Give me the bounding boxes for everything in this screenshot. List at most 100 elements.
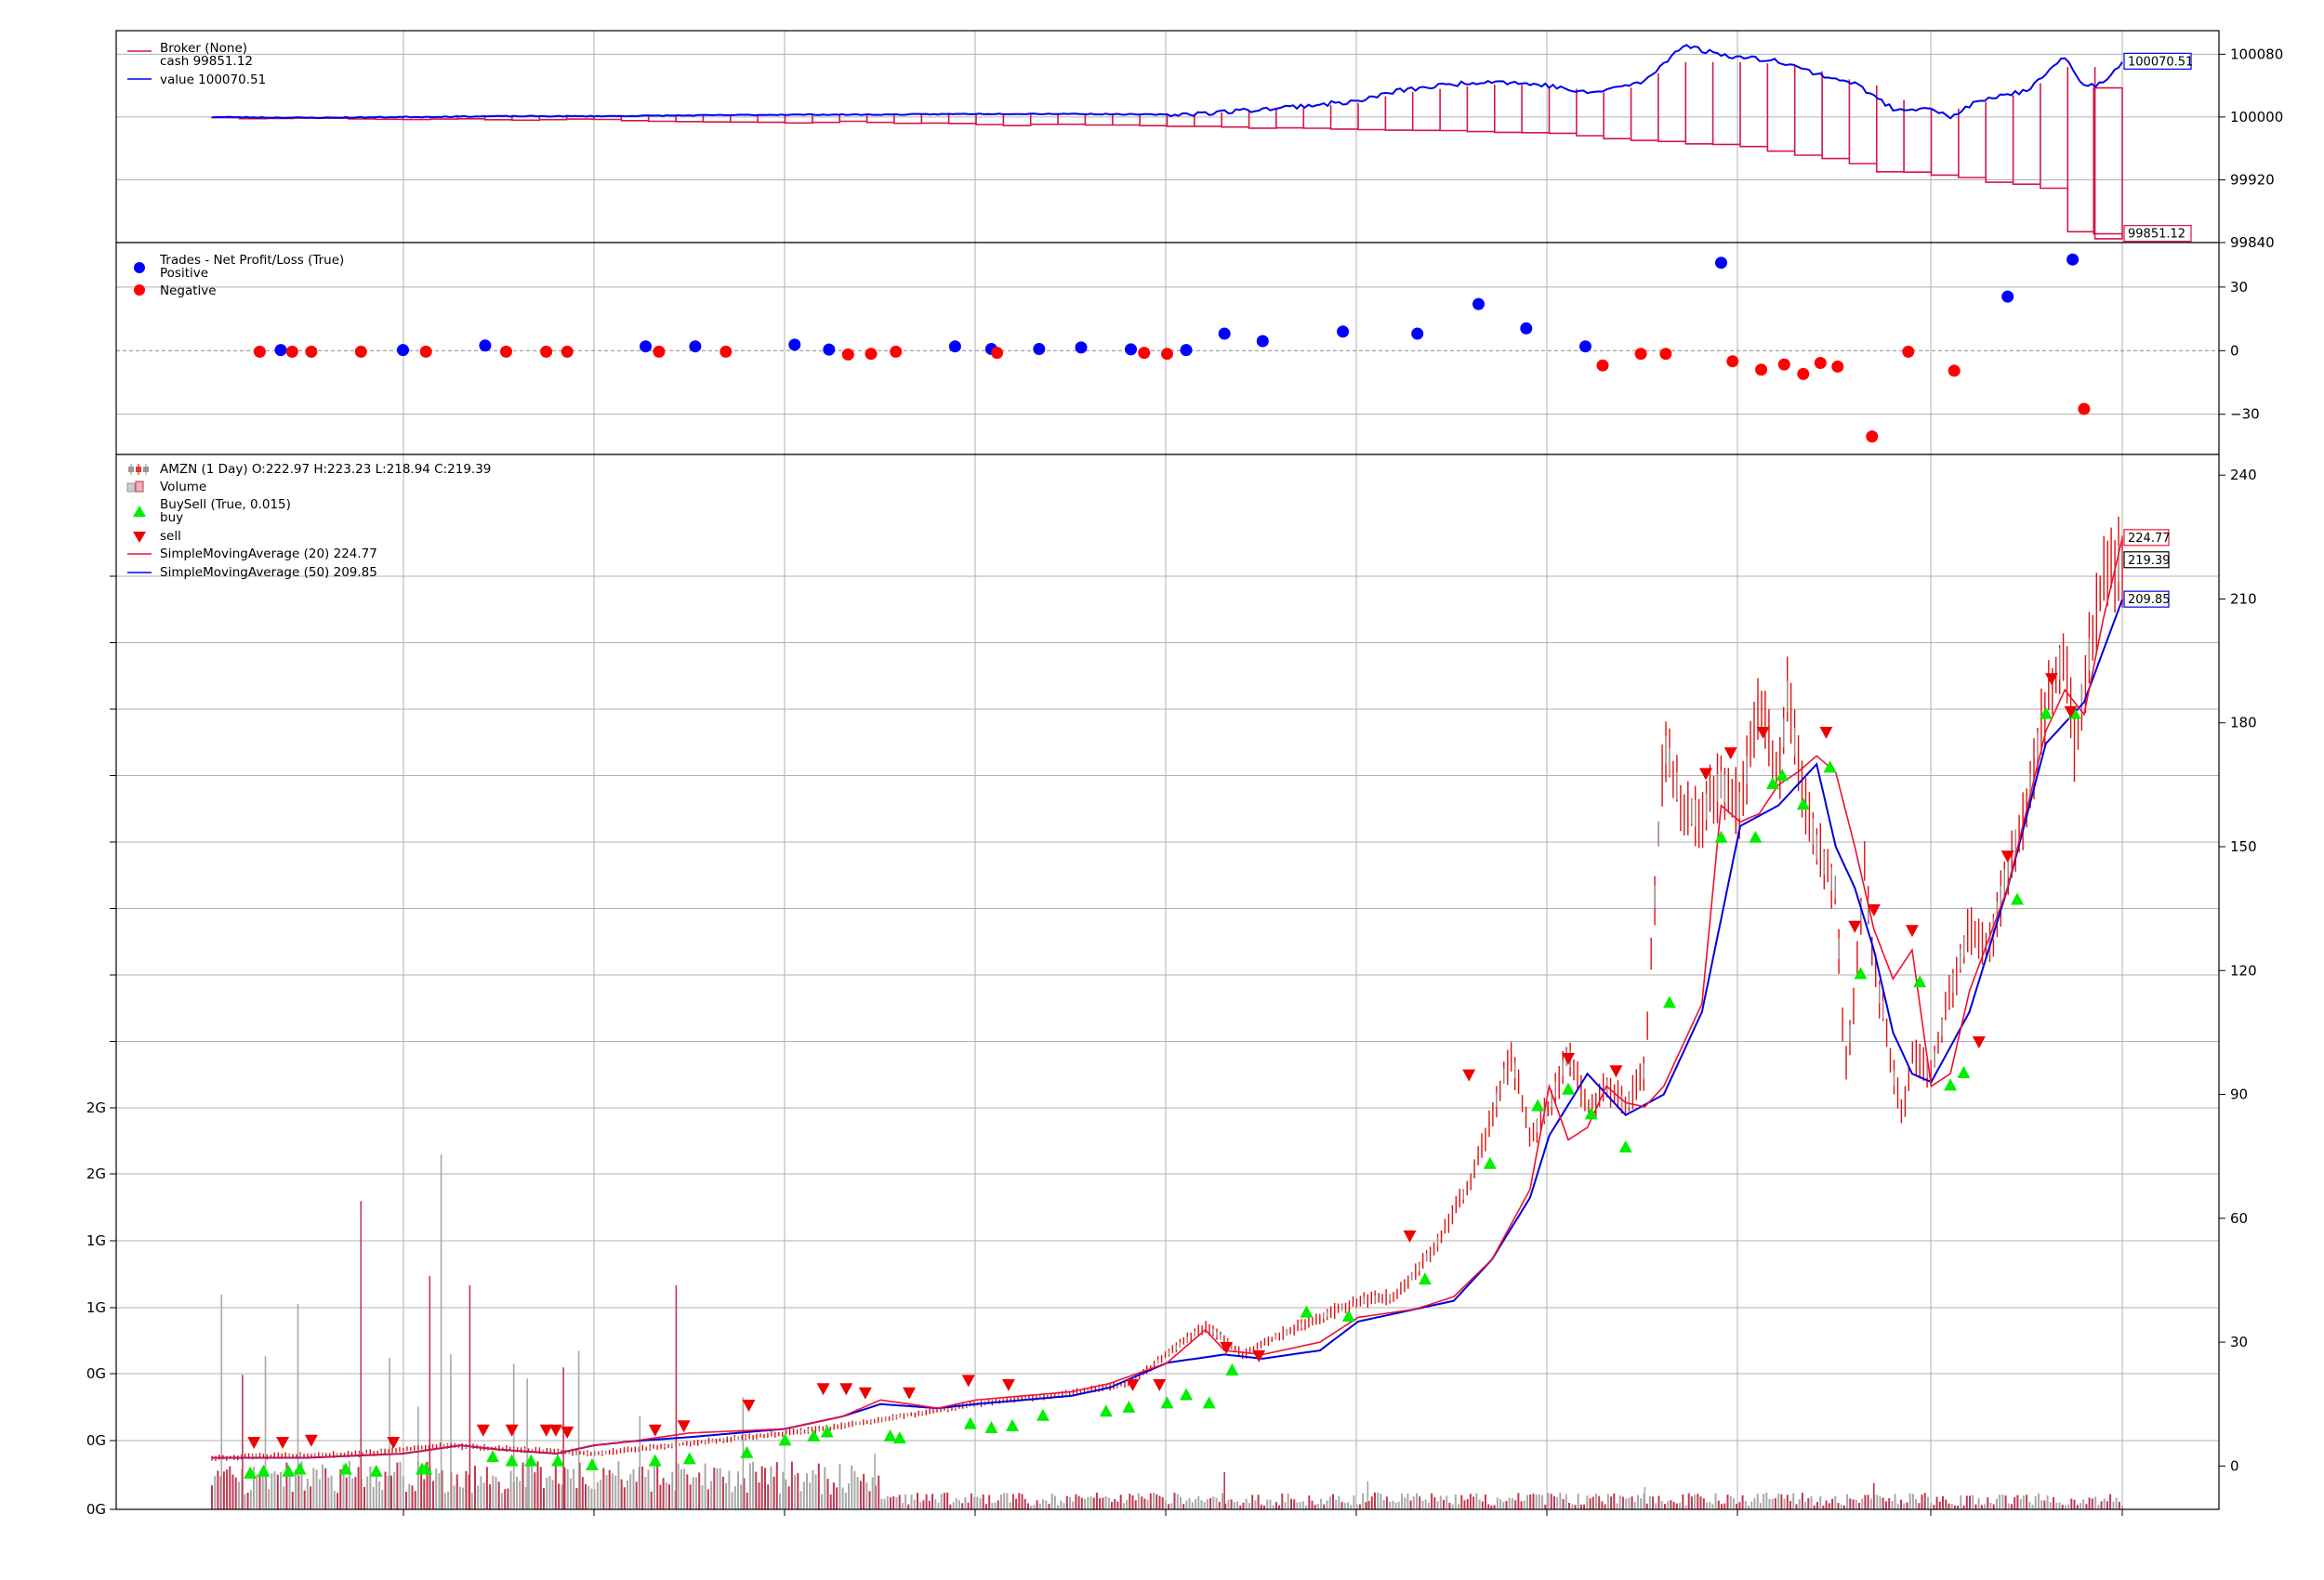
buy-marker xyxy=(1662,995,1676,1008)
trade-negative-dot xyxy=(1596,359,1609,372)
trades-y-tick-label: −30 xyxy=(2230,406,2260,423)
sell-marker xyxy=(903,1387,917,1400)
trade-negative-dot xyxy=(653,345,666,358)
sell-marker xyxy=(1562,1052,1576,1065)
buy-marker xyxy=(1944,1078,1958,1091)
buy-marker xyxy=(293,1462,307,1475)
trade-positive-dot xyxy=(1075,341,1088,354)
volume-y-tick-label: 0G xyxy=(86,1432,106,1449)
buy-marker xyxy=(2039,706,2053,719)
sell-marker xyxy=(276,1437,290,1450)
sell-marker xyxy=(1001,1378,1015,1391)
trade-positive-dot xyxy=(1337,325,1350,338)
price-last-label-box xyxy=(2123,529,2170,546)
price-legend-sma50: SimpleMovingAverage (50) 209.85 xyxy=(160,565,377,580)
trade-positive-dot xyxy=(1579,340,1591,353)
broker-value-line xyxy=(212,44,2123,120)
volume-y-tick-label: 1G xyxy=(86,1232,106,1249)
buy-marker xyxy=(524,1454,538,1467)
price-y-tick-label: 90 xyxy=(2230,1086,2248,1103)
trade-positive-dot xyxy=(1715,257,1727,270)
sell-marker xyxy=(839,1383,853,1396)
buy-marker xyxy=(984,1421,998,1434)
buy-marker xyxy=(1225,1363,1239,1376)
trade-positive-dot xyxy=(1520,322,1533,335)
trade-negative-dot xyxy=(540,345,553,358)
volume-y-tick-label: 1G xyxy=(86,1299,106,1316)
buy-marker xyxy=(1300,1305,1314,1318)
trades-legend-positive: Positive xyxy=(160,266,208,281)
broker-legend-value: value 100070.51 xyxy=(160,72,266,87)
buy-marker xyxy=(1913,975,1927,988)
sell-marker xyxy=(1220,1341,1234,1354)
buy-marker xyxy=(550,1454,564,1467)
price-grid xyxy=(110,454,2219,1510)
sell-marker xyxy=(505,1424,519,1437)
sell-marker xyxy=(648,1424,662,1437)
sell-marker xyxy=(677,1420,691,1433)
broker-y-tick-label: 99840 xyxy=(2230,234,2275,251)
trade-negative-dot xyxy=(1814,357,1827,369)
broker-y-tick-label: 100080 xyxy=(2230,46,2283,62)
broker-last-label-box xyxy=(2123,52,2192,70)
trades-y-tick-label: 0 xyxy=(2230,342,2239,359)
price-y-tick-label: 210 xyxy=(2230,590,2257,607)
trades-panel: 30 0 −30 Trades - Net Profit/Loss (True) P… xyxy=(115,242,2260,455)
price-legend-buysell: BuySell (True, 0.015) xyxy=(160,497,291,512)
buy-marker xyxy=(963,1416,977,1429)
broker-cash-line xyxy=(211,61,2123,240)
buy-marker xyxy=(338,1462,352,1475)
broker-last-label-box xyxy=(2123,225,2192,243)
buy-marker xyxy=(486,1450,500,1463)
buy-marker xyxy=(1714,830,1728,843)
sma20-line xyxy=(212,537,2123,1459)
trades-y-axis: 30 0 −30 xyxy=(2219,279,2260,423)
x-axis-ticks xyxy=(403,1509,2123,1516)
price-panel: 240 210 180 150 120 90 60 30 0 2G 2G 1G 1G 0G 0G 0G 22… xyxy=(86,454,2257,1518)
buy-marker xyxy=(1854,967,1868,980)
sell-marker xyxy=(2044,673,2058,686)
trade-negative-dot xyxy=(1634,348,1647,361)
buy-marker xyxy=(807,1429,821,1442)
trade-positive-dot xyxy=(1180,344,1193,357)
sell-marker xyxy=(476,1424,490,1437)
buy-marker xyxy=(1160,1396,1174,1409)
buy-marker xyxy=(778,1433,792,1446)
buy-marker xyxy=(1618,1139,1632,1152)
broker-last-label: 100070.51 xyxy=(2128,55,2193,69)
trade-negative-dot xyxy=(1866,430,1879,443)
buy-marker xyxy=(505,1454,519,1467)
trade-negative-dot xyxy=(419,345,432,358)
trade-negative-dot xyxy=(1659,348,1672,361)
trade-negative-dot xyxy=(1161,348,1173,361)
broker-legend: Broker (None) cash 99851.12 value 100070… xyxy=(127,41,266,87)
trade-negative-dot xyxy=(500,345,512,358)
sell-marker xyxy=(247,1437,261,1450)
broker-y-tick-label: 99920 xyxy=(2230,171,2275,188)
price-legend-sell: sell xyxy=(160,529,181,544)
buy-marker xyxy=(257,1464,271,1477)
buy-marker xyxy=(369,1464,383,1477)
trade-negative-dot xyxy=(865,348,878,361)
price-y-tick-label: 60 xyxy=(2230,1210,2248,1227)
price-legend-sell-swatch xyxy=(133,532,146,543)
buy-marker xyxy=(282,1464,296,1477)
buy-marker xyxy=(244,1466,257,1479)
broker-last-label: 99851.12 xyxy=(2128,228,2185,242)
trade-positive-dot xyxy=(689,340,702,353)
volume-bars xyxy=(211,1154,2123,1509)
volume-y-tick-label: 2G xyxy=(86,1099,106,1116)
trade-positive-dot xyxy=(1218,327,1231,340)
trade-positive-dot xyxy=(640,340,652,353)
trade-positive-dot xyxy=(1411,327,1424,340)
trade-positive-dot xyxy=(397,344,409,357)
trades-grid xyxy=(116,243,2219,454)
volume-y-tick-label: 0G xyxy=(86,1501,106,1518)
broker-plot-area xyxy=(116,31,2219,243)
trades-legend-negative: Negative xyxy=(160,283,217,298)
sell-marker xyxy=(2064,705,2078,718)
price-legend-buy: buy xyxy=(160,510,183,525)
broker-panel: 100080 100000 99920 99840 100070.51 99851.12… xyxy=(115,30,2283,251)
broker-legend-title: Broker (None) xyxy=(160,41,247,56)
sell-marker xyxy=(539,1424,553,1437)
